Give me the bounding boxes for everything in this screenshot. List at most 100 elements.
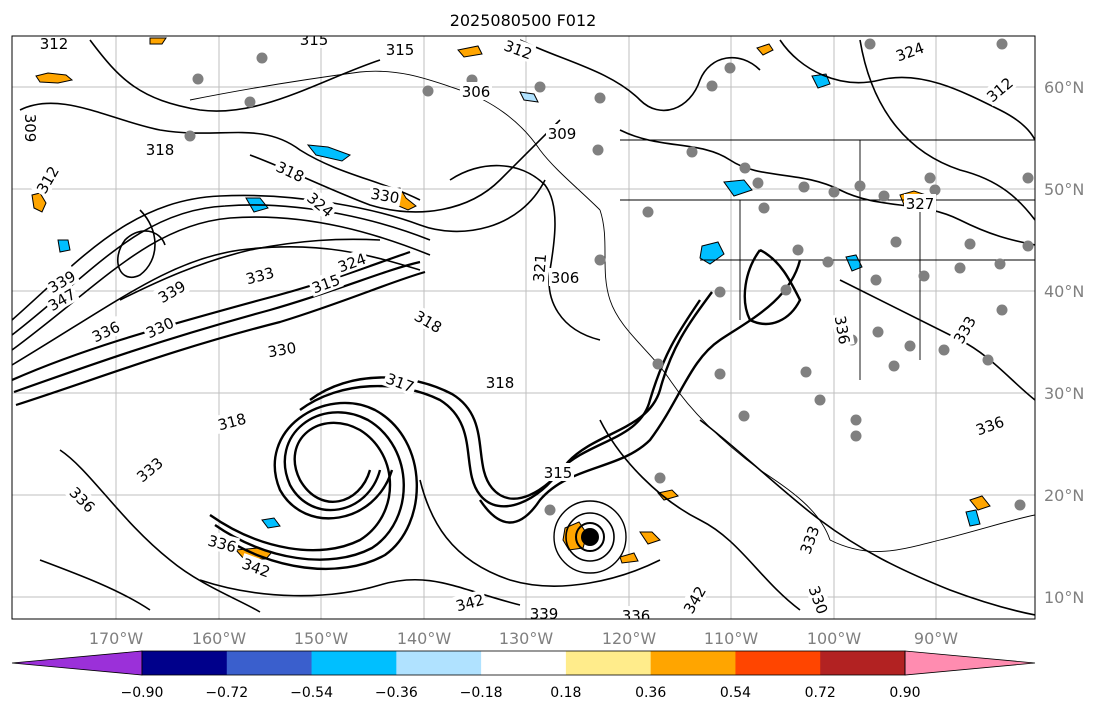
contour-label-group: 336 <box>831 312 855 348</box>
contour-line <box>209 421 392 552</box>
colorbar-segment <box>565 651 652 675</box>
latitude-ticks: 60°N 50°N 40°N 30°N 20°N 10°N <box>1044 78 1084 607</box>
blue-patch <box>306 144 352 162</box>
lon-tick-label: 140°W <box>397 629 452 648</box>
contour-label-bg <box>620 606 652 619</box>
contour-label-bg <box>546 124 578 142</box>
contour-label-bg <box>460 82 492 100</box>
station-marker <box>994 258 1006 270</box>
contour-label-group: 342 <box>238 553 275 581</box>
colorbar-segment <box>481 651 567 675</box>
station-marker <box>758 202 770 214</box>
station-marker <box>792 244 804 256</box>
lon-tick-label: 130°W <box>499 629 554 648</box>
station-marker <box>652 358 664 370</box>
station-marker <box>192 73 204 85</box>
contour-label-bg <box>451 589 488 615</box>
station-marker <box>918 270 930 282</box>
colorbar-segment <box>142 651 228 675</box>
contour-label-bg <box>65 481 101 517</box>
station-marker <box>422 85 434 97</box>
station-marker <box>686 146 698 158</box>
contour-label-bg <box>141 312 178 343</box>
contour-label-group: 315 <box>542 463 574 482</box>
orange-patch <box>657 489 679 501</box>
contour-line <box>419 479 661 587</box>
contour-label-bg <box>831 312 855 348</box>
contour-label-bg <box>302 187 339 222</box>
contour-label-bg <box>891 37 928 65</box>
lat-tick-label: 30°N <box>1044 384 1084 403</box>
contour-label: 318 <box>486 374 515 392</box>
lon-tick-label: 100°W <box>807 629 862 648</box>
station-marker <box>929 184 941 196</box>
station-marker <box>256 52 268 64</box>
contour-label-bg <box>382 368 419 396</box>
contour-label-bg <box>333 248 370 276</box>
contour-label-group: 336 <box>620 606 652 619</box>
station-marker <box>780 284 792 296</box>
contour-label-bg <box>307 269 344 297</box>
station-marker <box>642 206 654 218</box>
station-marker <box>996 38 1008 50</box>
lat-tick-label: 20°N <box>1044 486 1084 505</box>
station-marker <box>850 430 862 442</box>
contour-line <box>12 245 421 366</box>
contour-line <box>116 209 166 278</box>
station-marker <box>1022 172 1034 184</box>
contour-line <box>599 419 801 611</box>
colorbar-segment <box>311 651 397 675</box>
contour-label: 330 <box>369 185 400 208</box>
station-marker <box>752 177 764 189</box>
contour-label-group: 330 <box>367 183 403 208</box>
colorbar-tick-label: −0.18 <box>460 685 503 701</box>
station-marker <box>814 394 826 406</box>
station-marker <box>739 162 751 174</box>
station-marker <box>594 92 606 104</box>
colorbar-tick-label: 0.18 <box>550 685 581 701</box>
hurricane-contour <box>575 522 605 552</box>
contour-label-bg <box>904 194 936 212</box>
station-marker <box>1022 240 1034 252</box>
contour-line <box>219 401 418 571</box>
orange-patch <box>31 192 47 213</box>
lon-tick-label: 120°W <box>602 629 657 648</box>
station-marker <box>592 144 604 156</box>
station-marker <box>1014 499 1026 511</box>
blue-patch <box>965 509 981 527</box>
orange-patch <box>639 531 661 545</box>
contour-line <box>89 39 381 112</box>
station-marker <box>714 286 726 298</box>
contour-label-group: 327 <box>904 194 936 213</box>
colorbar-frame <box>141 650 906 676</box>
contour-label: 318 <box>146 141 175 159</box>
contour-label: 330 <box>266 339 297 362</box>
lat-tick-label: 50°N <box>1044 180 1084 199</box>
lon-tick-label: 90°W <box>914 629 958 648</box>
contour-label-bg <box>38 36 70 52</box>
contour-label: 321 <box>530 253 550 283</box>
contour-label: 306 <box>551 269 580 287</box>
contour-label-bg <box>272 156 309 187</box>
contour-label: 315 <box>300 31 329 49</box>
colorbar-tick-label: 0.36 <box>635 685 666 701</box>
contour-label-bg <box>948 311 980 348</box>
map-title: 2025080500 F012 <box>450 11 597 30</box>
station-marker <box>800 366 812 378</box>
contour-line <box>15 270 426 407</box>
contour-label-group: 309 <box>21 112 40 144</box>
map-frame <box>11 35 1036 620</box>
contour-line <box>519 39 761 112</box>
contour-label: 306 <box>462 83 491 101</box>
contour-label-bg <box>384 40 416 58</box>
contour-label-group: 309 <box>546 124 578 143</box>
hurricane-contour <box>553 500 627 574</box>
station-marker <box>878 190 890 202</box>
contour-line <box>39 559 151 611</box>
contour-label-bg <box>213 408 250 434</box>
contour-line <box>214 411 405 561</box>
station-marker <box>850 414 862 426</box>
